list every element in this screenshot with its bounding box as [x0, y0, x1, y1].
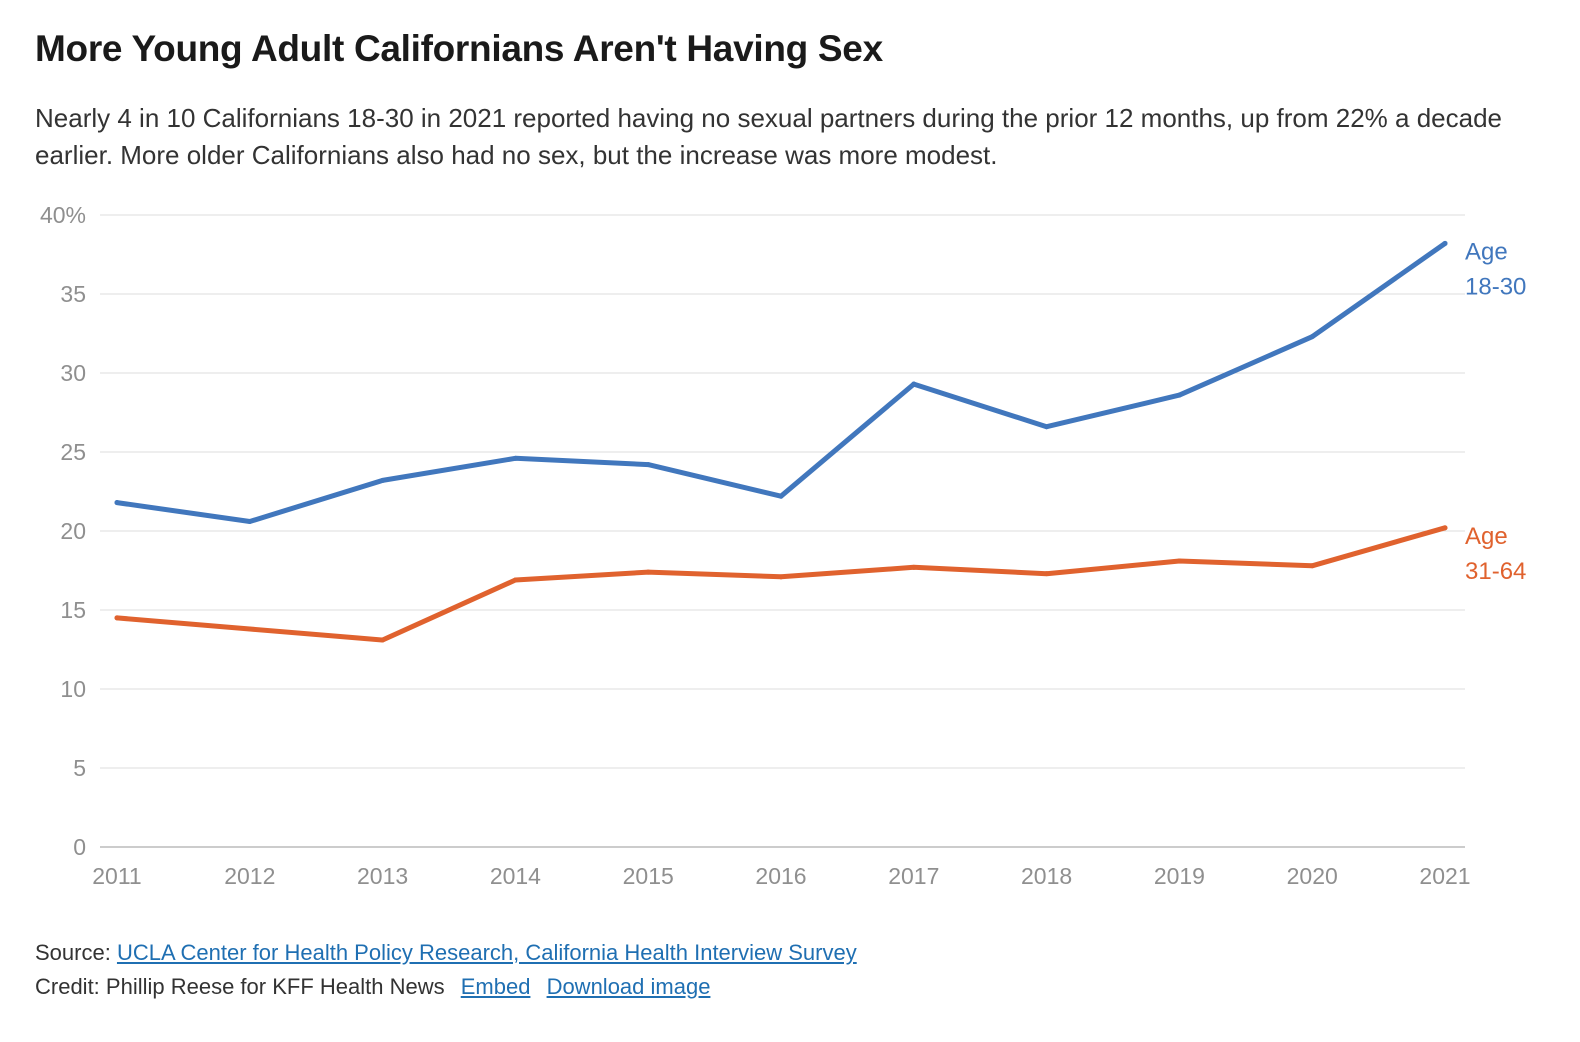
x-tick-label-2020: 2020	[1287, 863, 1338, 889]
x-axis-tick-labels: 2011 2012 2013 2014 2015 2016 2017 2018 2019 2020…	[92, 863, 1470, 889]
x-tick-label-2021: 2021	[1419, 863, 1470, 889]
series-label-age-31-64: Age 31-64	[1465, 523, 1526, 585]
data-point-age-31-64-2017	[911, 564, 917, 570]
data-point-age-31-64-2018	[1044, 571, 1050, 577]
source-prefix: Source:	[35, 940, 111, 965]
data-point-age-31-64-2016	[778, 574, 784, 580]
y-tick-label-0: 0	[73, 834, 86, 860]
series-line-age-18-30	[114, 240, 1448, 524]
x-tick-label-2019: 2019	[1154, 863, 1205, 889]
data-point-age-31-64-2015	[645, 569, 651, 575]
source-line: Source: UCLA Center for Health Policy Re…	[35, 936, 857, 970]
data-point-age-31-64-2021	[1442, 525, 1448, 531]
chart-subtitle: Nearly 4 in 10 Californians 18-30 in 202…	[35, 103, 1502, 170]
x-tick-label-2013: 2013	[357, 863, 408, 889]
x-tick-label-2012: 2012	[224, 863, 275, 889]
data-point-age-18-30-2015	[645, 462, 651, 468]
y-tick-label-20: 20	[60, 518, 86, 544]
y-tick-label-10: 10	[60, 676, 86, 702]
x-tick-label-2015: 2015	[623, 863, 674, 889]
y-tick-label-25: 25	[60, 439, 86, 465]
data-point-age-31-64-2011	[114, 615, 120, 621]
x-tick-label-2017: 2017	[888, 863, 939, 889]
series-labels: Age 18-30 Age 31-64	[1465, 238, 1526, 584]
download-image-link[interactable]: Download image	[546, 974, 711, 999]
series-line-age-31-64	[114, 525, 1448, 643]
data-point-age-18-30-2011	[114, 500, 120, 506]
embed-link[interactable]: Embed	[460, 974, 531, 999]
y-tick-label-5: 5	[73, 755, 86, 781]
x-tick-label-2018: 2018	[1021, 863, 1072, 889]
data-point-age-31-64-2020	[1309, 563, 1315, 569]
series-lines	[114, 240, 1448, 643]
chart-footer: Source: UCLA Center for Health Policy Re…	[35, 936, 857, 1004]
gridlines	[100, 214, 1465, 848]
y-axis-tick-labels: 0 5 10 15 20 25 30 35 40%	[40, 202, 86, 860]
y-tick-label-30: 30	[60, 360, 86, 386]
data-point-age-31-64-2019	[1176, 558, 1182, 564]
chart-title: More Young Adult Californians Aren't Hav…	[35, 28, 883, 69]
data-point-age-18-30-2019	[1176, 392, 1182, 398]
y-tick-label-15: 15	[60, 597, 86, 623]
data-point-age-31-64-2014	[512, 577, 518, 583]
data-point-age-18-30-2013	[380, 477, 386, 483]
series-label-age-18-30: Age 18-30	[1465, 238, 1526, 300]
x-tick-label-2011: 2011	[92, 863, 141, 889]
data-point-age-18-30-2020	[1309, 334, 1315, 340]
y-tick-label-40: 40%	[40, 202, 86, 228]
y-tick-label-35: 35	[60, 281, 86, 307]
x-tick-label-2016: 2016	[755, 863, 806, 889]
data-point-age-18-30-2012	[247, 519, 253, 525]
data-point-age-18-30-2021	[1442, 240, 1448, 246]
data-point-age-18-30-2014	[512, 455, 518, 461]
data-point-age-31-64-2012	[247, 626, 253, 632]
credit-line: Credit: Phillip Reese for KFF Health New…	[35, 970, 857, 1004]
source-link[interactable]: UCLA Center for Health Policy Research, …	[116, 940, 857, 965]
credit-text: Credit: Phillip Reese for KFF Health New…	[35, 974, 445, 999]
x-tick-label-2014: 2014	[490, 863, 541, 889]
data-point-age-31-64-2013	[380, 637, 386, 643]
data-point-age-18-30-2016	[778, 493, 784, 499]
data-point-age-18-30-2017	[911, 381, 917, 387]
data-point-age-18-30-2018	[1044, 424, 1050, 430]
